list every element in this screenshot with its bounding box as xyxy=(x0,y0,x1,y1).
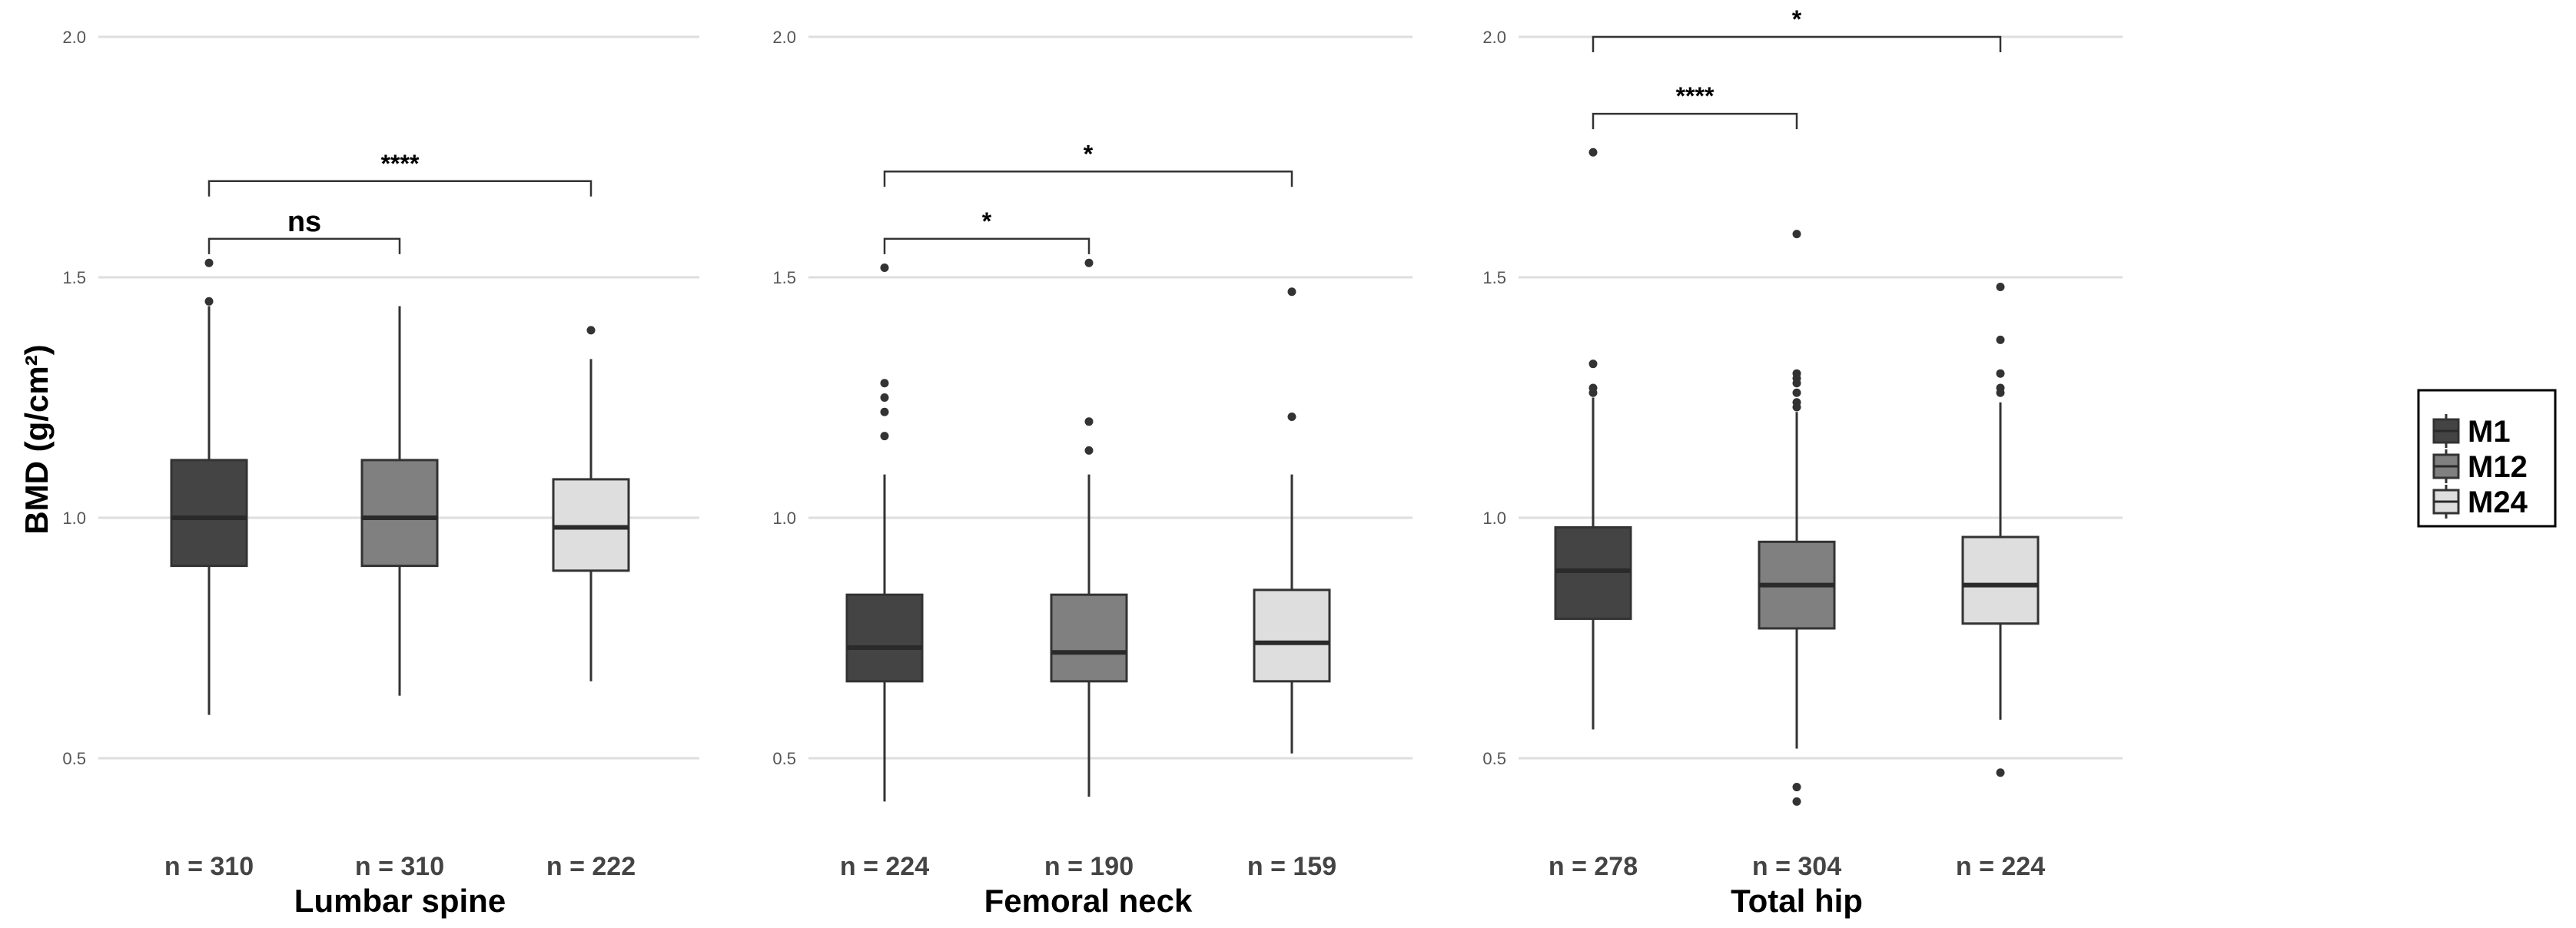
box-m12 xyxy=(1050,258,1128,797)
facet-panels: 0.5 1.0 1.5 2.0 n = 310 n = 310 n = 222 ns **** L… xyxy=(62,5,2123,919)
n-count-label: n = 190 xyxy=(1044,852,1134,881)
facet-panel: 0.5 1.0 1.5 2.0 n = 224 n = 190 n = 159 * * Femor… xyxy=(772,28,1412,919)
box-body xyxy=(1253,588,1331,683)
legend-label: M24 xyxy=(2468,486,2528,519)
outlier-point xyxy=(1287,287,1296,297)
n-count-label: n = 310 xyxy=(164,852,254,881)
box-m12 xyxy=(1758,230,1836,806)
legend-item-m24: M24 xyxy=(2432,485,2528,519)
y-tick-label: 1.0 xyxy=(62,509,86,528)
outlier-point xyxy=(1792,230,1801,239)
outlier-point xyxy=(204,258,214,267)
outlier-point xyxy=(1792,398,1801,407)
n-count-label: n = 224 xyxy=(840,852,929,881)
significance-bracket: * xyxy=(883,140,1293,187)
n-count-label: n = 310 xyxy=(355,852,444,881)
outlier-point xyxy=(1996,335,2005,344)
n-count-label: n = 278 xyxy=(1549,852,1638,881)
outlier-point xyxy=(1084,417,1094,426)
facet-panel: 0.51.01.52.0n = 278 n = 304 n = 224*****To… xyxy=(1482,5,2123,919)
box-m1 xyxy=(845,263,924,802)
significance-bracket: * xyxy=(1592,5,2002,52)
y-tick-label: 1.5 xyxy=(772,268,796,287)
significance-label: * xyxy=(1792,5,1802,33)
y-tick-label: 1.5 xyxy=(62,268,86,287)
y-tick-label: 2.0 xyxy=(62,28,86,47)
significance-label: **** xyxy=(1676,82,1715,110)
outlier-point xyxy=(1792,783,1801,792)
outlier-point xyxy=(880,432,889,441)
legend-label: M12 xyxy=(2468,450,2528,484)
outlier-point xyxy=(1792,369,1801,378)
significance-label: * xyxy=(1084,140,1094,167)
bracket-line xyxy=(883,237,1090,254)
box-m24 xyxy=(552,326,630,681)
significance-label: * xyxy=(982,207,992,235)
legend-item-m12: M12 xyxy=(2432,449,2528,484)
n-count-label: n = 222 xyxy=(546,852,636,881)
box-m24 xyxy=(1253,287,1331,754)
n-count-label: n = 224 xyxy=(1956,852,2045,881)
outlier-point xyxy=(1996,283,2005,292)
outlier-point xyxy=(1588,147,1598,157)
outlier-point xyxy=(880,263,889,272)
y-axis-label: BMD (g/cm²) xyxy=(18,344,55,534)
outlier-point xyxy=(880,407,889,416)
legend-item-m1: M1 xyxy=(2432,414,2511,449)
outlier-point xyxy=(880,379,889,388)
bracket-line xyxy=(1592,112,1798,130)
outlier-point xyxy=(1996,768,2005,777)
facet-title: Total hip xyxy=(1731,883,1863,919)
outlier-point xyxy=(1792,388,1801,397)
box-m12 xyxy=(360,306,439,696)
outlier-point xyxy=(1084,446,1094,455)
box-body xyxy=(360,459,439,568)
outlier-point xyxy=(1996,383,2005,393)
significance-bracket: **** xyxy=(207,150,593,197)
significance-label: **** xyxy=(381,150,420,177)
y-tick-label: 2.0 xyxy=(772,28,796,47)
bracket-line xyxy=(1592,35,2002,52)
significance-bracket: * xyxy=(883,207,1090,254)
y-tick-label: 0.5 xyxy=(1482,749,1506,768)
y-tick-label: 1.0 xyxy=(772,509,796,528)
legend-label: M1 xyxy=(2468,415,2511,449)
bracket-line xyxy=(207,237,401,254)
box-m1 xyxy=(170,258,248,715)
outlier-point xyxy=(1792,797,1801,806)
bracket-line xyxy=(883,171,1293,187)
facet-title: Lumbar spine xyxy=(294,883,506,919)
outlier-point xyxy=(586,326,596,335)
outlier-point xyxy=(204,297,214,306)
box-body xyxy=(1554,526,1632,620)
box-m1 xyxy=(1554,147,1632,730)
box-body xyxy=(1961,535,2040,625)
outlier-point xyxy=(1996,369,2005,378)
outlier-point xyxy=(880,393,889,402)
box-body xyxy=(1050,593,1128,683)
n-count-label: n = 304 xyxy=(1752,852,1841,881)
y-tick-label: 1.5 xyxy=(1482,268,1506,287)
significance-bracket: ns xyxy=(207,206,401,254)
box-m24 xyxy=(1961,283,2040,777)
box-body xyxy=(170,459,248,568)
significance-bracket: **** xyxy=(1592,82,1798,130)
outlier-point xyxy=(1588,360,1598,369)
outlier-point xyxy=(1287,413,1296,422)
outlier-point xyxy=(1588,383,1598,393)
box-body xyxy=(552,478,630,572)
y-tick-label: 2.0 xyxy=(1482,28,1506,47)
n-count-label: n = 159 xyxy=(1247,852,1336,881)
facet-title: Femoral neck xyxy=(984,883,1193,919)
bracket-line xyxy=(207,180,593,197)
facet-panel: 0.5 1.0 1.5 2.0 n = 310 n = 310 n = 222 ns **** L… xyxy=(62,28,699,919)
y-tick-label: 1.0 xyxy=(1482,509,1506,528)
y-tick-label: 0.5 xyxy=(772,749,796,768)
box-body xyxy=(845,593,924,683)
significance-label: ns xyxy=(287,206,321,238)
y-tick-label: 0.5 xyxy=(62,749,86,768)
outlier-point xyxy=(1084,258,1094,267)
